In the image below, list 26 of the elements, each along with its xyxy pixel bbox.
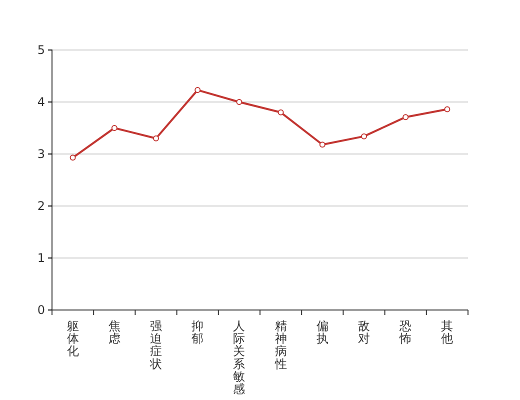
x-tick-label: 焦虑 xyxy=(108,319,120,346)
point xyxy=(194,87,201,94)
x-tick-label: 偏执 xyxy=(316,319,328,346)
point xyxy=(402,114,409,120)
x-tick-label: 其他 xyxy=(441,319,454,346)
point xyxy=(319,142,326,148)
point xyxy=(444,106,450,112)
point xyxy=(111,125,118,131)
y-tick-label: 3 xyxy=(37,146,45,161)
point xyxy=(278,109,284,116)
x-tick-label: 躯体化 xyxy=(66,319,79,358)
x-tick-label: 恐怖 xyxy=(398,319,412,346)
y-tick-label: 1 xyxy=(37,250,45,265)
x-tick-label: 强迫症状 xyxy=(149,319,162,371)
point xyxy=(70,154,76,161)
y-tick-label: 5 xyxy=(37,42,45,57)
x-tick-label: 精神病性 xyxy=(274,319,287,371)
point xyxy=(361,133,367,140)
y-tick-label: 2 xyxy=(37,198,45,213)
x-tick-label: 抑郁 xyxy=(192,319,204,346)
point xyxy=(153,135,159,142)
y-tick-label: 0 xyxy=(37,302,45,317)
y-tick-label: 4 xyxy=(37,94,45,109)
point xyxy=(236,99,242,105)
x-tick-label: 敌对 xyxy=(358,319,370,346)
x-tick-label: 人际关系敏感 xyxy=(233,319,246,396)
